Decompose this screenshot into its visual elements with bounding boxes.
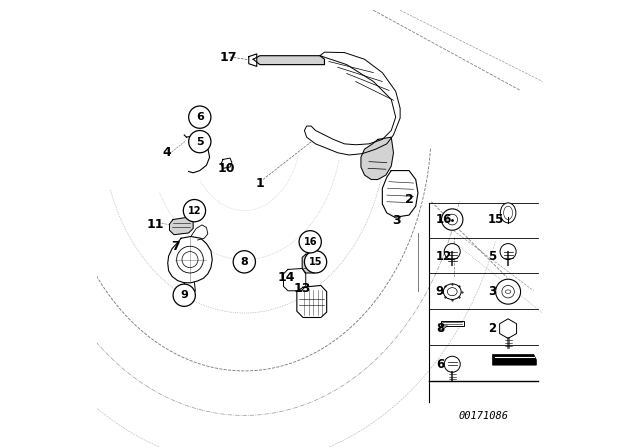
Text: 8: 8 — [436, 322, 444, 335]
Circle shape — [189, 130, 211, 153]
Text: 10: 10 — [218, 162, 236, 175]
Text: 6: 6 — [196, 112, 204, 122]
Text: 13: 13 — [294, 282, 311, 295]
Circle shape — [495, 279, 520, 304]
Circle shape — [189, 106, 211, 128]
Circle shape — [299, 231, 321, 253]
Circle shape — [305, 251, 326, 273]
Text: 1: 1 — [255, 177, 264, 190]
Polygon shape — [500, 319, 516, 338]
Text: 3: 3 — [488, 285, 496, 298]
Text: 14: 14 — [278, 271, 295, 284]
Polygon shape — [361, 137, 394, 180]
Text: 4: 4 — [162, 146, 171, 159]
Circle shape — [444, 356, 460, 372]
Polygon shape — [441, 326, 448, 331]
Polygon shape — [221, 158, 232, 168]
Text: 12: 12 — [188, 206, 201, 215]
Polygon shape — [249, 54, 257, 66]
Polygon shape — [305, 52, 400, 155]
Polygon shape — [168, 237, 212, 283]
Ellipse shape — [500, 203, 516, 223]
Text: 15: 15 — [488, 213, 504, 226]
Polygon shape — [191, 225, 208, 240]
Text: 2: 2 — [488, 322, 496, 335]
Polygon shape — [284, 268, 306, 291]
Polygon shape — [297, 285, 326, 318]
Polygon shape — [186, 136, 209, 173]
Polygon shape — [382, 171, 418, 217]
Text: 9: 9 — [436, 285, 444, 298]
Text: 11: 11 — [147, 217, 164, 231]
Circle shape — [444, 244, 460, 260]
Polygon shape — [441, 321, 464, 326]
Circle shape — [442, 209, 463, 230]
Text: 3: 3 — [392, 214, 401, 227]
Text: 9: 9 — [180, 290, 188, 300]
Polygon shape — [302, 253, 319, 273]
Text: 6: 6 — [436, 358, 444, 371]
Polygon shape — [170, 217, 193, 235]
Text: 00171086: 00171086 — [459, 411, 509, 421]
Polygon shape — [253, 56, 324, 65]
Text: 17: 17 — [220, 51, 237, 64]
Text: 12: 12 — [436, 250, 452, 263]
Circle shape — [233, 251, 255, 273]
Text: 5: 5 — [488, 250, 497, 263]
Text: 7: 7 — [171, 240, 180, 253]
Circle shape — [173, 284, 195, 306]
Text: 8: 8 — [241, 257, 248, 267]
Text: 5: 5 — [196, 137, 204, 146]
Ellipse shape — [444, 284, 461, 299]
Text: 16: 16 — [436, 213, 452, 226]
Text: 2: 2 — [404, 193, 413, 206]
Circle shape — [500, 244, 516, 260]
Polygon shape — [184, 283, 195, 293]
Polygon shape — [493, 354, 536, 365]
Text: 15: 15 — [308, 257, 323, 267]
Circle shape — [183, 199, 205, 222]
Text: 16: 16 — [303, 237, 317, 247]
